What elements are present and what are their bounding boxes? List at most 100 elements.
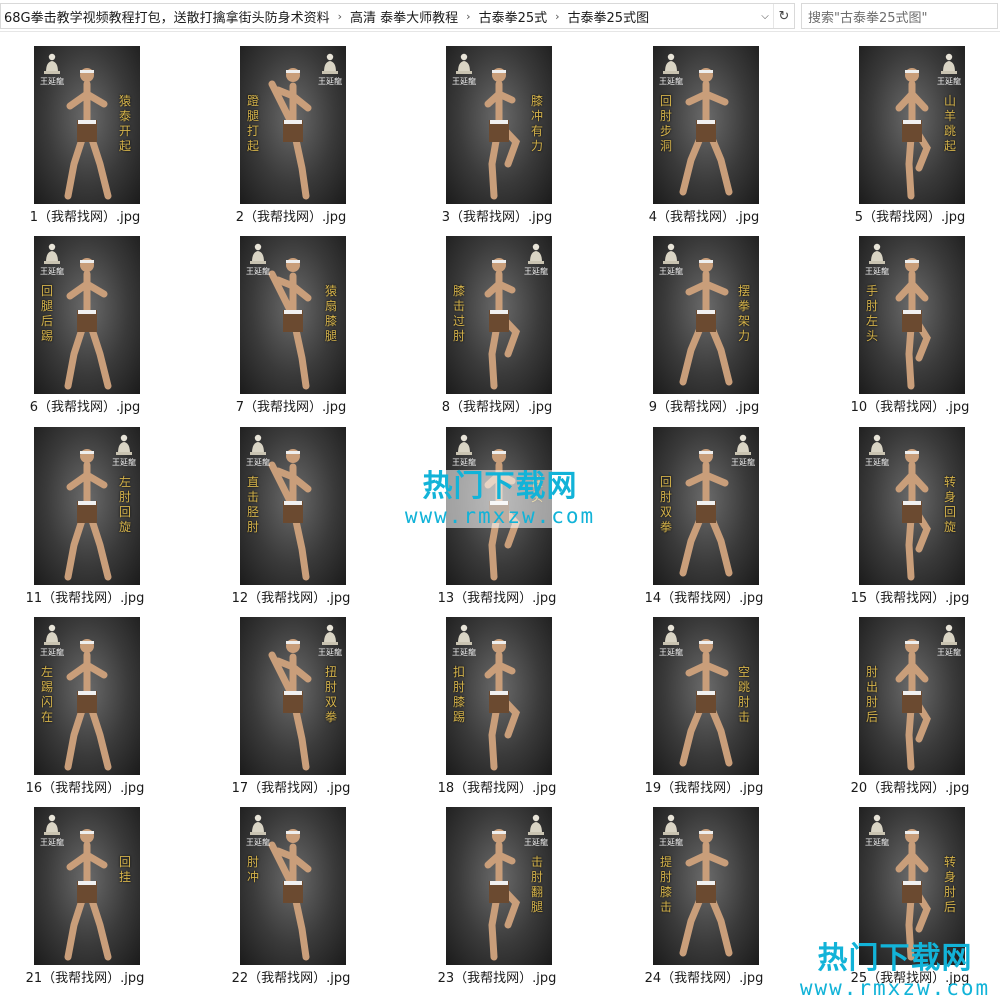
thumbnail-calligraphy: 回腿后踢 <box>40 284 53 343</box>
file-item[interactable]: 王延龍 猿扇膝腿 7（我帮找网）.jpg <box>206 222 376 415</box>
file-thumbnail[interactable]: 王延龍 山羊跳起 <box>859 46 965 204</box>
file-name[interactable]: 15（我帮找网）.jpg <box>850 591 970 606</box>
file-name[interactable]: 16（我帮找网）.jpg <box>25 781 145 796</box>
file-thumbnail[interactable]: 王延龍 空跳肘击 <box>653 617 759 775</box>
file-item[interactable]: 王延龍 回腿后踢 6（我帮找网）.jpg <box>0 222 170 415</box>
thumbnail-brand-text: 王延龍 <box>246 267 270 276</box>
thumbnail-brand-text: 王延龍 <box>659 838 683 847</box>
file-item[interactable]: 王延龍 回挂 21（我帮找网）.jpg <box>0 793 170 986</box>
file-name[interactable]: 10（我帮找网）.jpg <box>850 400 970 415</box>
breadcrumb-item-current[interactable]: 古泰拳25式图 <box>567 10 650 26</box>
breadcrumb-item-root[interactable]: 68G拳击教学视频教程打包，送散打擒拿街头防身术资料 <box>4 10 330 26</box>
file-thumbnail[interactable]: 王延龍 摆拳架力 <box>653 236 759 394</box>
file-item[interactable]: 王延龍 膝击过肘 8（我帮找网）.jpg <box>412 222 582 415</box>
file-thumbnail[interactable]: 王延龍 左踢闪在 <box>34 617 140 775</box>
file-item[interactable]: 王延龍 回肘双拳 14（我帮找网）.jpg <box>619 413 789 606</box>
file-name[interactable]: 17（我帮找网）.jpg <box>231 781 351 796</box>
refresh-icon[interactable]: ↻ <box>773 4 794 28</box>
file-thumbnail[interactable]: 王延龍 转身回旋 <box>859 427 965 585</box>
thumbnail-calligraphy: 膝击过肘 <box>452 284 465 343</box>
file-name[interactable]: 12（我帮找网）.jpg <box>231 591 351 606</box>
file-thumbnail[interactable]: 王延龍 左肘回旋 <box>34 427 140 585</box>
file-item[interactable]: 王延龍 猿泰开起 1（我帮找网）.jpg <box>0 32 170 225</box>
file-item[interactable]: 王延龍 提肘膝击 24（我帮找网）.jpg <box>619 793 789 986</box>
file-name[interactable]: 4（我帮找网）.jpg <box>648 210 760 225</box>
file-item[interactable]: 王延龍 转身回旋 15（我帮找网）.jpg <box>825 413 995 606</box>
file-name[interactable]: 19（我帮找网）.jpg <box>644 781 764 796</box>
breadcrumb-separator-icon[interactable]: › <box>337 9 343 23</box>
thumbnail-brand-text: 王延龍 <box>659 77 683 86</box>
file-name[interactable]: 14（我帮找网）.jpg <box>644 591 764 606</box>
file-name[interactable]: 7（我帮找网）.jpg <box>235 400 347 415</box>
file-thumbnail[interactable]: 王延龍 肘冲 <box>240 807 346 965</box>
file-name[interactable]: 5（我帮找网）.jpg <box>854 210 966 225</box>
file-item[interactable]: 王延龍 摆拳架力 9（我帮找网）.jpg <box>619 222 789 415</box>
file-name[interactable]: 22（我帮找网）.jpg <box>231 971 351 986</box>
file-name[interactable]: 8（我帮找网）.jpg <box>441 400 553 415</box>
file-item[interactable]: 王延龍 左肘回旋 11（我帮找网）.jpg <box>0 413 170 606</box>
file-thumbnail[interactable]: 王延龍 横头 <box>446 427 552 585</box>
search-input[interactable]: 搜索"古泰拳25式图" <box>801 3 998 29</box>
file-name[interactable]: 2（我帮找网）.jpg <box>235 210 347 225</box>
file-item[interactable]: 王延龍 左踢闪在 16（我帮找网）.jpg <box>0 603 170 796</box>
file-thumbnail[interactable]: 王延龍 转身肘后 <box>859 807 965 965</box>
breadcrumb-item-course[interactable]: 高清 泰拳大师教程 <box>350 10 459 26</box>
explorer-toolbar: 68G拳击教学视频教程打包，送散打擒拿街头防身术资料 › 高清 泰拳大师教程 ›… <box>0 0 1000 32</box>
thumbnail-calligraphy: 肘出肘后 <box>865 665 878 724</box>
file-item[interactable]: 王延龍 回肘步洞 4（我帮找网）.jpg <box>619 32 789 225</box>
file-item[interactable]: 王延龍 击肘翻腿 23（我帮找网）.jpg <box>412 793 582 986</box>
file-item[interactable]: 王延龍 蹬腿打起 2（我帮找网）.jpg <box>206 32 376 225</box>
file-item[interactable]: 王延龍 手肘左头 10（我帮找网）.jpg <box>825 222 995 415</box>
file-thumbnail[interactable]: 王延龍 直击胫肘 <box>240 427 346 585</box>
file-name[interactable]: 6（我帮找网）.jpg <box>29 400 141 415</box>
file-thumbnail[interactable]: 王延龍 肘出肘后 <box>859 617 965 775</box>
address-bar[interactable]: 68G拳击教学视频教程打包，送散打擒拿街头防身术资料 › 高清 泰拳大师教程 ›… <box>0 3 795 29</box>
file-thumbnail[interactable]: 王延龍 蹬腿打起 <box>240 46 346 204</box>
file-name[interactable]: 21（我帮找网）.jpg <box>25 971 145 986</box>
file-thumbnail[interactable]: 王延龍 膝击过肘 <box>446 236 552 394</box>
file-name[interactable]: 9（我帮找网）.jpg <box>648 400 760 415</box>
file-item[interactable]: 王延龍 横头 13（我帮找网）.jpg <box>412 413 582 606</box>
breadcrumb-separator-icon[interactable]: › <box>555 9 560 23</box>
file-thumbnail[interactable]: 王延龍 提肘膝击 <box>653 807 759 965</box>
file-item[interactable]: 王延龍 直击胫肘 12（我帮找网）.jpg <box>206 413 376 606</box>
file-item[interactable]: 王延龍 肘冲 22（我帮找网）.jpg <box>206 793 376 986</box>
file-name[interactable]: 13（我帮找网）.jpg <box>437 591 557 606</box>
file-item[interactable]: 王延龍 肘出肘后 20（我帮找网）.jpg <box>825 603 995 796</box>
file-thumbnail[interactable]: 王延龍 回挂 <box>34 807 140 965</box>
thumbnail-brand-text: 王延龍 <box>865 267 889 276</box>
file-item[interactable]: 王延龍 转身肘后 25（我帮找网）.jpg <box>825 793 995 986</box>
file-item[interactable]: 王延龍 扣肘膝踢 18（我帮找网）.jpg <box>412 603 582 796</box>
file-thumbnail[interactable]: 王延龍 猿泰开起 <box>34 46 140 204</box>
file-thumbnail[interactable]: 王延龍 扭肘双拳 <box>240 617 346 775</box>
breadcrumb-item-folder[interactable]: 古泰拳25式 <box>478 10 548 26</box>
file-item[interactable]: 王延龍 山羊跳起 5（我帮找网）.jpg <box>825 32 995 225</box>
file-thumbnail[interactable]: 王延龍 膝冲有力 <box>446 46 552 204</box>
file-item[interactable]: 王延龍 空跳肘击 19（我帮找网）.jpg <box>619 603 789 796</box>
file-thumbnail[interactable]: 王延龍 回肘双拳 <box>653 427 759 585</box>
fighter-figure-icon <box>895 68 931 200</box>
file-name[interactable]: 25（我帮找网）.jpg <box>850 971 970 986</box>
fighter-figure-icon <box>484 829 521 961</box>
file-name[interactable]: 20（我帮找网）.jpg <box>850 781 970 796</box>
file-thumbnail[interactable]: 王延龍 扣肘膝踢 <box>446 617 552 775</box>
chevron-down-icon[interactable]: ⌵ <box>761 10 769 22</box>
fighter-figure-icon <box>64 68 112 200</box>
file-name[interactable]: 23（我帮找网）.jpg <box>437 971 557 986</box>
file-item[interactable]: 王延龍 膝冲有力 3（我帮找网）.jpg <box>412 32 582 225</box>
thumbnail-calligraphy: 扭肘双拳 <box>324 665 337 724</box>
file-thumbnail[interactable]: 王延龍 回肘步洞 <box>653 46 759 204</box>
thumbnail-calligraphy: 转身肘后 <box>943 855 956 914</box>
thumbnail-calligraphy: 空跳肘击 <box>737 665 750 724</box>
file-name[interactable]: 1（我帮找网）.jpg <box>29 210 141 225</box>
breadcrumb-separator-icon[interactable]: › <box>466 9 471 23</box>
file-thumbnail[interactable]: 王延龍 手肘左头 <box>859 236 965 394</box>
file-name[interactable]: 18（我帮找网）.jpg <box>437 781 557 796</box>
file-name[interactable]: 11（我帮找网）.jpg <box>25 591 145 606</box>
file-thumbnail[interactable]: 王延龍 回腿后踢 <box>34 236 140 394</box>
file-thumbnail[interactable]: 王延龍 猿扇膝腿 <box>240 236 346 394</box>
file-name[interactable]: 24（我帮找网）.jpg <box>644 971 764 986</box>
file-name[interactable]: 3（我帮找网）.jpg <box>441 210 553 225</box>
file-thumbnail[interactable]: 王延龍 击肘翻腿 <box>446 807 552 965</box>
file-item[interactable]: 王延龍 扭肘双拳 17（我帮找网）.jpg <box>206 603 376 796</box>
